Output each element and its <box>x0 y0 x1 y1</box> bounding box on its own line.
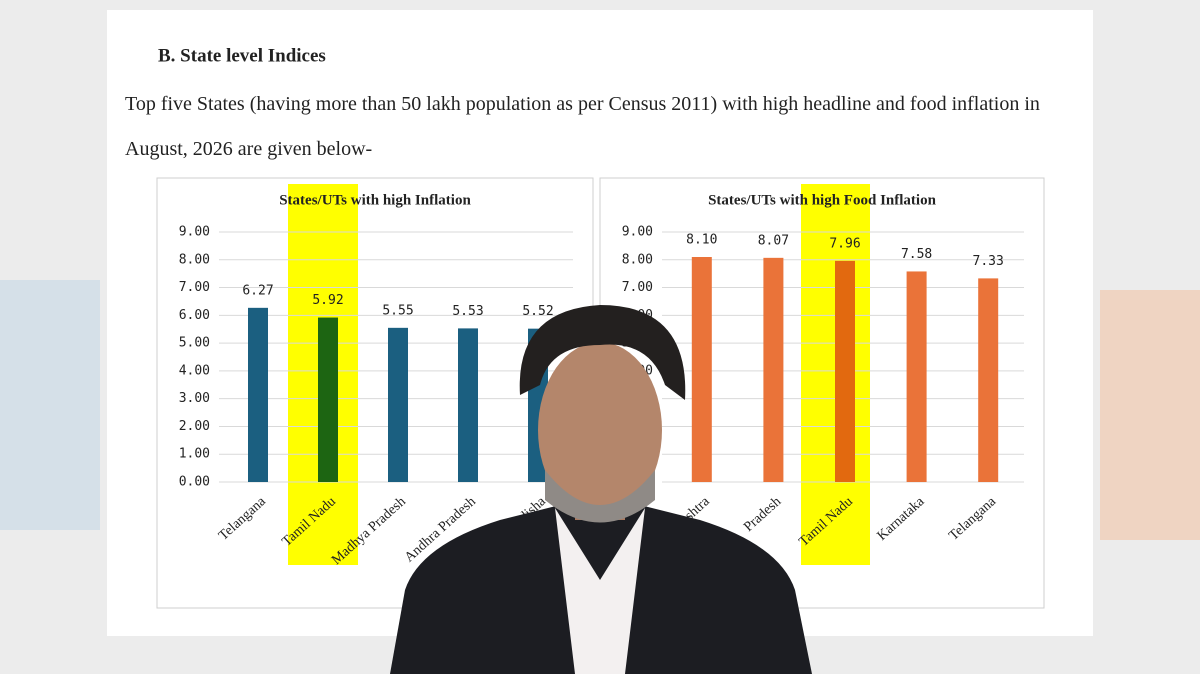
person <box>390 305 812 674</box>
bar <box>763 257 784 482</box>
section-title: B. State level Indices <box>158 45 326 66</box>
bar <box>691 257 712 482</box>
y-tick-label: 1.00 <box>179 447 210 462</box>
value-label: 5.55 <box>382 303 413 318</box>
y-tick-label: 9.00 <box>179 225 210 240</box>
value-label: 5.92 <box>312 293 343 308</box>
bar <box>835 260 855 482</box>
y-tick-label: 2.00 <box>179 419 210 434</box>
y-tick-label: 7.00 <box>179 280 210 295</box>
y-tick-label: 0.00 <box>179 475 210 490</box>
y-tick-label: 8.00 <box>179 252 210 267</box>
shirt <box>555 508 645 674</box>
y-tick-label: 8.00 <box>622 252 653 267</box>
value-label: 7.96 <box>829 236 860 251</box>
chart-title: States/UTs with high Inflation <box>279 192 471 208</box>
y-tick-label: 6.00 <box>179 308 210 323</box>
y-tick-label: 9.00 <box>622 225 653 240</box>
y-tick-label: 3.00 <box>179 391 210 406</box>
y-tick-label: 4.00 <box>179 363 210 378</box>
value-label: 7.33 <box>973 254 1004 269</box>
face <box>538 342 662 518</box>
bar <box>248 307 268 482</box>
paragraph-box: Top five States (having more than 50 lak… <box>125 93 1040 160</box>
y-tick-label: 7.00 <box>622 280 653 295</box>
beard <box>545 470 655 523</box>
chart-title: States/UTs with high Food Inflation <box>708 192 936 208</box>
y-tick-label: 5.00 <box>179 336 210 351</box>
value-label: 5.53 <box>452 304 483 319</box>
paragraph: Top five States (having more than 50 lak… <box>125 93 1040 160</box>
value-label: 6.27 <box>242 283 273 298</box>
blur-accent <box>0 280 100 530</box>
value-label: 8.10 <box>686 233 717 248</box>
bar <box>318 317 338 482</box>
value-label: 5.52 <box>522 304 553 319</box>
hair <box>519 305 686 400</box>
bar <box>458 328 478 482</box>
bar <box>906 271 927 482</box>
blur-accent <box>1100 290 1200 540</box>
bar <box>978 278 999 482</box>
value-label: 7.58 <box>901 247 932 262</box>
value-label: 8.07 <box>758 233 789 248</box>
bar <box>388 327 408 482</box>
